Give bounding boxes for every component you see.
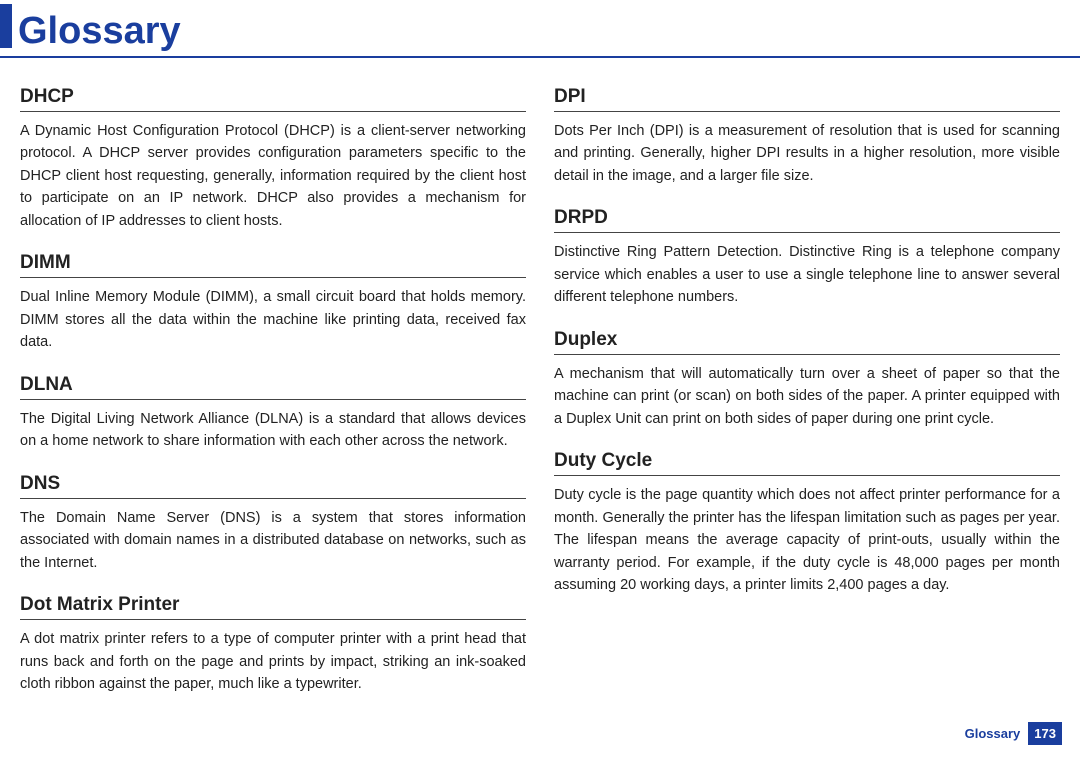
term-dot-matrix: Dot Matrix Printer xyxy=(20,594,526,620)
def-dlna: The Digital Living Network Alliance (DLN… xyxy=(20,408,526,453)
term-dpi: DPI xyxy=(554,86,1060,112)
left-column: DHCP A Dynamic Host Configuration Protoc… xyxy=(20,86,526,716)
accent-bar xyxy=(0,4,12,48)
def-drpd: Distinctive Ring Pattern Detection. Dist… xyxy=(554,241,1060,308)
footer-label: Glossary xyxy=(965,726,1021,741)
def-dhcp: A Dynamic Host Configuration Protocol (D… xyxy=(20,120,526,232)
term-dhcp: DHCP xyxy=(20,86,526,112)
def-duplex: A mechanism that will automatically turn… xyxy=(554,363,1060,430)
entry-dlna: DLNA The Digital Living Network Alliance… xyxy=(20,374,526,453)
def-dot-matrix: A dot matrix printer refers to a type of… xyxy=(20,628,526,695)
term-duty-cycle: Duty Cycle xyxy=(554,450,1060,476)
header: Glossary xyxy=(0,0,1080,54)
page-number: 173 xyxy=(1028,722,1062,745)
page-title: Glossary xyxy=(12,12,181,54)
entry-dimm: DIMM Dual Inline Memory Module (DIMM), a… xyxy=(20,252,526,353)
term-dlna: DLNA xyxy=(20,374,526,400)
def-dimm: Dual Inline Memory Module (DIMM), a smal… xyxy=(20,286,526,353)
entry-drpd: DRPD Distinctive Ring Pattern Detection.… xyxy=(554,207,1060,308)
entry-dhcp: DHCP A Dynamic Host Configuration Protoc… xyxy=(20,86,526,232)
content-columns: DHCP A Dynamic Host Configuration Protoc… xyxy=(0,58,1080,716)
term-dns: DNS xyxy=(20,473,526,499)
footer: Glossary 173 xyxy=(965,722,1062,745)
entry-duplex: Duplex A mechanism that will automatical… xyxy=(554,329,1060,430)
entry-dns: DNS The Domain Name Server (DNS) is a sy… xyxy=(20,473,526,574)
right-column: DPI Dots Per Inch (DPI) is a measurement… xyxy=(554,86,1060,716)
term-dimm: DIMM xyxy=(20,252,526,278)
entry-dpi: DPI Dots Per Inch (DPI) is a measurement… xyxy=(554,86,1060,187)
entry-duty-cycle: Duty Cycle Duty cycle is the page quanti… xyxy=(554,450,1060,596)
def-duty-cycle: Duty cycle is the page quantity which do… xyxy=(554,484,1060,596)
def-dns: The Domain Name Server (DNS) is a system… xyxy=(20,507,526,574)
entry-dot-matrix: Dot Matrix Printer A dot matrix printer … xyxy=(20,594,526,695)
term-duplex: Duplex xyxy=(554,329,1060,355)
term-drpd: DRPD xyxy=(554,207,1060,233)
def-dpi: Dots Per Inch (DPI) is a measurement of … xyxy=(554,120,1060,187)
